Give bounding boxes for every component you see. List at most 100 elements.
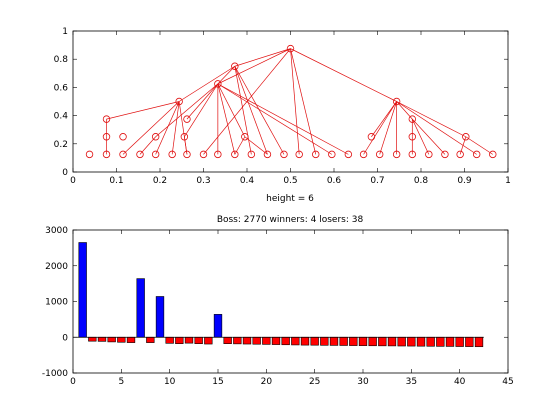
tree-edge	[106, 101, 180, 120]
loser-bar	[126, 336, 136, 343]
tree-node	[280, 150, 288, 159]
loser-bar	[416, 336, 426, 347]
tree-node	[214, 80, 222, 88]
loser-bar	[339, 336, 348, 346]
tree-node	[408, 115, 416, 123]
tree-xtick-label: 1	[505, 176, 511, 186]
tree-ytick-label: 0.4	[54, 112, 69, 122]
tree-node	[102, 150, 111, 159]
tree-node	[183, 150, 191, 159]
tree-ytick-label: 0.8	[54, 55, 69, 65]
tree-node	[102, 115, 111, 123]
loser-bar	[271, 336, 281, 345]
tree-node	[214, 150, 222, 159]
bar-xtick-label: 45	[502, 377, 513, 387]
tree-node	[175, 97, 183, 106]
tree-edge	[217, 83, 333, 155]
tree-node	[344, 150, 353, 159]
tree-edge	[234, 66, 268, 155]
loser-bar	[426, 336, 435, 347]
tree-xtick-label: 0.7	[370, 176, 384, 186]
tree-node	[441, 150, 449, 159]
bar-xtick-label: 0	[70, 377, 76, 387]
bar-xtick-label: 30	[357, 377, 369, 387]
winner-bar	[136, 278, 145, 338]
loser-bar	[262, 336, 271, 345]
tree-node	[375, 150, 384, 159]
loser-bar	[387, 336, 397, 347]
tree-xtick-label: 0.2	[153, 176, 167, 186]
tree-ytick-label: 0	[62, 168, 68, 178]
loser-bar	[117, 336, 126, 343]
tree-node	[263, 150, 272, 159]
tree-node	[119, 150, 127, 159]
loser-bar	[465, 336, 474, 347]
tree-xtick-label: 0.6	[327, 176, 342, 186]
loser-bar	[184, 336, 194, 344]
loser-bar	[252, 336, 261, 345]
tree-node	[151, 133, 160, 141]
tree-edge	[465, 136, 493, 155]
tree-node	[462, 133, 470, 141]
loser-bar	[107, 336, 116, 343]
tree-edge	[139, 136, 156, 155]
loser-bar	[291, 336, 300, 346]
loser-bar	[320, 336, 329, 346]
tree-edge	[171, 101, 180, 155]
tree-xlabel: height = 6	[266, 194, 314, 204]
tree-node	[136, 150, 144, 159]
tree-xtick-label: 0.1	[109, 176, 123, 186]
tree-edge	[412, 118, 446, 155]
bar-xtick-label: 5	[118, 377, 124, 387]
tree-node	[286, 44, 295, 53]
tree-edge	[234, 48, 291, 67]
tree-node	[119, 133, 127, 141]
tree-edge	[290, 48, 397, 102]
tree-xtick-label: 0.4	[240, 176, 255, 186]
tree-edge	[379, 101, 397, 155]
tree-node	[359, 150, 368, 159]
tree-node	[472, 150, 481, 159]
loser-bar	[223, 336, 232, 344]
loser-bar	[194, 336, 203, 344]
tree-node	[328, 150, 336, 159]
tree-node	[199, 150, 208, 159]
tree-edge	[217, 83, 246, 137]
loser-bar	[445, 336, 455, 347]
loser-bar	[455, 336, 464, 347]
loser-bar	[407, 336, 416, 347]
loser-bar	[358, 336, 368, 346]
tree-edge	[371, 101, 397, 137]
tree-node	[180, 133, 189, 141]
loser-bar	[310, 336, 319, 346]
loser-bar	[349, 336, 358, 346]
tree-node	[295, 150, 303, 159]
bar-ytick-label: -1000	[42, 369, 68, 379]
winner-bar	[78, 242, 87, 338]
tree-node	[168, 150, 176, 159]
loser-bar	[281, 336, 290, 346]
tree-edge	[411, 118, 430, 155]
tree-node	[85, 150, 94, 159]
tree-edge	[217, 66, 236, 85]
tree-ytick-label: 1	[62, 27, 68, 37]
tree-node	[456, 150, 464, 159]
bar-xtick-label: 10	[164, 377, 176, 387]
loser-bar	[474, 336, 484, 348]
tree-xtick-label: 0.5	[283, 176, 297, 186]
tree-ytick-label: 0.2	[54, 140, 68, 150]
tree-node	[367, 133, 376, 141]
tree-node	[489, 150, 497, 159]
tree-edge	[234, 66, 285, 155]
tree-xtick-label: 0	[70, 176, 76, 186]
bar-xtick-label: 25	[309, 377, 320, 387]
tree-node	[247, 150, 256, 159]
loser-bar	[436, 336, 445, 347]
loser-bar	[300, 336, 310, 346]
tree-node	[231, 150, 239, 159]
bar-ytick-label: 0	[62, 333, 68, 343]
tree-edge	[217, 83, 236, 155]
loser-bar	[146, 336, 155, 343]
loser-bar	[233, 336, 242, 345]
bar-title: Boss: 2770 winners: 4 losers: 38	[217, 215, 364, 225]
